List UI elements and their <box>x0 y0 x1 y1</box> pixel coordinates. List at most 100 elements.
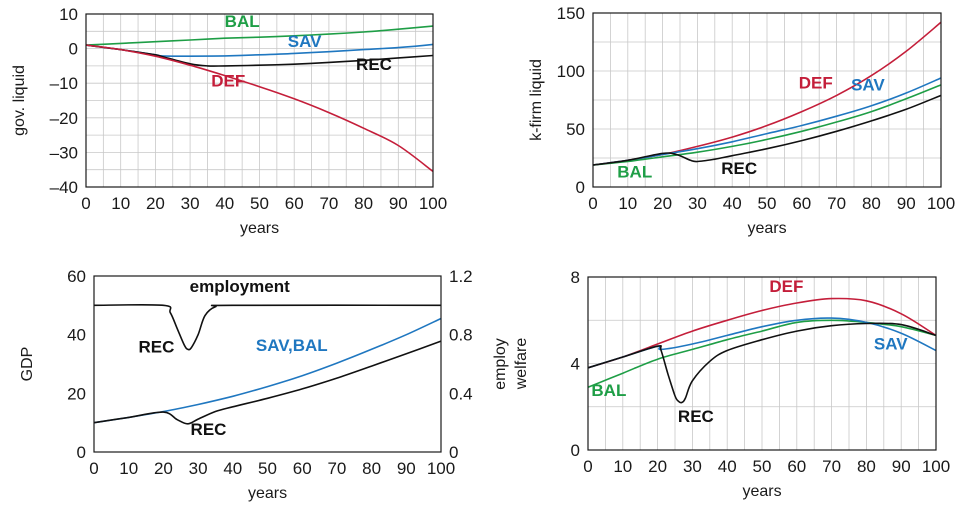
x-tick-label: 70 <box>822 457 841 476</box>
y-tick-label: 50 <box>566 120 585 139</box>
x-axis-label: years <box>240 220 279 237</box>
y2-axis-label: employ <box>492 338 509 390</box>
x-tick-label: 20 <box>146 194 165 213</box>
series-annotation-rec: REC <box>721 159 757 178</box>
y2-tick-label: 1.2 <box>449 267 473 286</box>
x-tick-label: 30 <box>688 194 707 213</box>
x-tick-label: 40 <box>215 194 234 213</box>
series-annotation-sav: SAV <box>851 76 885 95</box>
x-tick-label: 0 <box>588 194 597 213</box>
y-tick-label: 100 <box>557 62 585 81</box>
grid <box>588 277 936 450</box>
series-annotation-rec: REC <box>356 55 392 74</box>
y-tick-label: 40 <box>67 326 86 345</box>
y2-tick-label: 0.4 <box>449 384 473 403</box>
y-tick-label: –40 <box>50 178 78 197</box>
x-tick-label: 10 <box>613 457 632 476</box>
x-tick-label: 10 <box>111 194 130 213</box>
series-annotation-sav: SAV <box>874 334 908 353</box>
x-tick-label: 100 <box>427 459 455 478</box>
x-tick-label: 10 <box>618 194 637 213</box>
x-tick-label: 60 <box>792 194 811 213</box>
series-annotation-def: DEF <box>211 72 245 91</box>
x-tick-label: 80 <box>862 194 881 213</box>
plot-frame <box>93 275 442 453</box>
y-tick-label: 0 <box>576 178 585 197</box>
x-tick-label: 40 <box>223 459 242 478</box>
y-axis-label: gov. liquid <box>11 65 28 136</box>
y-tick-label: 60 <box>67 267 86 286</box>
x-tick-label: 50 <box>758 194 777 213</box>
x-tick-label: 10 <box>119 459 138 478</box>
chart-panel-3: 0 10 20 30 40 50 60 70 80 90 100 60 40 20 0 1.2 0.8 0.4 0 y… <box>19 267 509 502</box>
y-axis-label: k-firm liquid <box>528 59 545 141</box>
series-annotation-bal: BAL <box>617 163 652 182</box>
y2-tick-label: 0.8 <box>449 326 473 345</box>
series-line-def <box>587 297 937 369</box>
series-annotation-rec: REC <box>139 337 175 356</box>
x-tick-label: 30 <box>181 194 200 213</box>
series-annotation-bal: BAL <box>591 381 626 400</box>
x-tick-label: 80 <box>857 457 876 476</box>
series-line-bal <box>85 25 434 46</box>
y-axis-label: GDP <box>19 347 36 382</box>
x-tick-label: 90 <box>397 459 416 478</box>
series-line-rec <box>592 94 942 166</box>
series-annotation-sav: SAV <box>288 32 322 51</box>
x-tick-label: 90 <box>897 194 916 213</box>
x-tick-label: 40 <box>723 194 742 213</box>
x-tick-label: 90 <box>892 457 911 476</box>
grid <box>593 13 941 187</box>
x-tick-label: 50 <box>258 459 277 478</box>
plot-frame <box>592 12 942 188</box>
series-annotation-def: DEF <box>799 73 833 92</box>
series-line-def <box>85 44 434 173</box>
y-tick-label: 8 <box>571 268 580 287</box>
series-line-sav <box>592 77 942 166</box>
x-tick-label: 100 <box>419 194 447 213</box>
x-tick-label: 60 <box>787 457 806 476</box>
series-line-employment <box>93 303 442 351</box>
series-annotation-rec: REC <box>191 420 227 439</box>
x-tick-label: 60 <box>293 459 312 478</box>
x-axis-label: years <box>747 220 786 237</box>
x-tick-label: 0 <box>89 459 98 478</box>
plot-frame <box>85 13 434 188</box>
y-tick-label: 10 <box>59 5 78 24</box>
y-tick-label: 0 <box>69 40 78 59</box>
x-tick-label: 40 <box>718 457 737 476</box>
y-tick-label: –10 <box>50 74 78 93</box>
x-tick-label: 100 <box>922 457 950 476</box>
y-tick-label: –30 <box>50 143 78 162</box>
y-tick-label: 150 <box>557 4 585 23</box>
series-annotation-def: DEF <box>769 277 803 296</box>
chart-panel-2: 0 10 20 30 40 50 60 70 80 90 100 150 100 50 0 years k-fi… <box>528 4 955 237</box>
x-tick-label: 100 <box>927 194 955 213</box>
y-axis-label: welfare <box>513 338 530 391</box>
y-tick-label: 0 <box>77 443 86 462</box>
x-tick-label: 50 <box>753 457 772 476</box>
x-tick-label: 20 <box>648 457 667 476</box>
series-line-rec <box>93 340 442 425</box>
series-annotation-sav-bal: SAV,BAL <box>256 336 328 355</box>
x-tick-label: 80 <box>354 194 373 213</box>
x-tick-label: 70 <box>827 194 846 213</box>
x-tick-label: 20 <box>653 194 672 213</box>
series-line-rec <box>85 44 434 67</box>
chart-panel-4: 0 10 20 30 40 50 60 70 80 90 100840yearswelfareDEF… <box>513 268 950 500</box>
grid <box>86 14 433 187</box>
x-tick-label: 20 <box>154 459 173 478</box>
series-line-rec <box>587 322 937 404</box>
x-tick-label: 90 <box>389 194 408 213</box>
x-tick-label: 30 <box>683 457 702 476</box>
series-annotation-employment: employment <box>190 277 290 296</box>
series-annotation-bal: BAL <box>225 12 260 31</box>
y-tick-label: 4 <box>571 355 580 374</box>
x-axis-label: years <box>248 485 287 502</box>
series-line-bal <box>592 84 942 166</box>
x-tick-label: 70 <box>319 194 338 213</box>
x-tick-label: 0 <box>583 457 592 476</box>
x-tick-label: 0 <box>81 194 90 213</box>
y2-tick-label: 0 <box>449 443 458 462</box>
